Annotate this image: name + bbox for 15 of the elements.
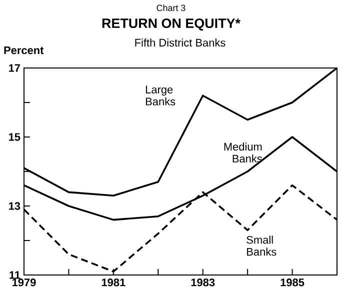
series-label: Medium Banks xyxy=(224,142,262,163)
caption: Chart 3 xyxy=(156,4,186,12)
x-tick-label: 1985 xyxy=(280,278,304,286)
y-tick-label: 15 xyxy=(8,133,20,141)
y-axis-title: Percent xyxy=(4,46,44,54)
x-tick-label: 1983 xyxy=(191,278,215,286)
y-tick-label: 17 xyxy=(8,64,20,72)
y-tick-label: 13 xyxy=(8,202,20,210)
x-tick-label: 1981 xyxy=(102,278,126,286)
series-label: Large Banks xyxy=(146,86,176,106)
x-tick-label: 1979 xyxy=(12,278,36,286)
y-tick-label: 11 xyxy=(10,271,20,279)
chart-subtitle: Fifth District Banks xyxy=(135,38,226,47)
chart-title: RETURN ON EQUITY* xyxy=(102,18,240,31)
series-label: Small Banks xyxy=(246,236,276,256)
